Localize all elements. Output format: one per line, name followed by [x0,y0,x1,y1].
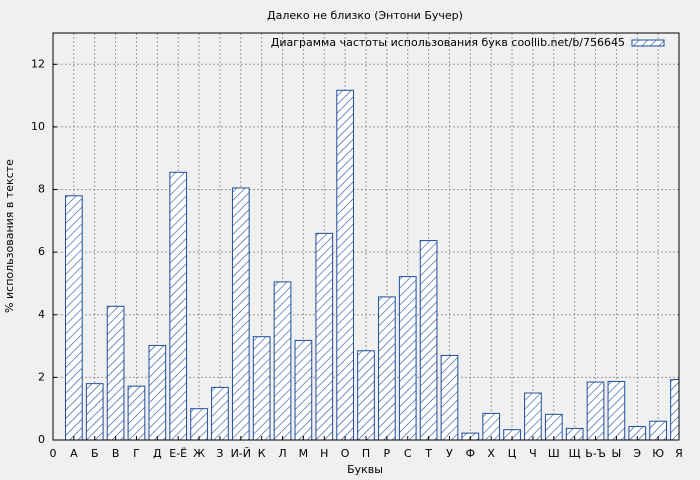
x-tick-label: В [112,447,120,460]
x-tick-label: Е-Ё [169,447,187,460]
x-tick-label: Л [278,447,286,460]
x-axis-label: Буквы [347,463,383,476]
x-tick-label: П [362,447,370,460]
bar [419,240,438,440]
x-tick-label: У [446,447,453,460]
bar [315,232,334,440]
x-tick-label: Э [633,447,641,460]
y-axis-label: % использования в тексте [3,159,16,313]
bar [607,380,626,440]
bar [127,385,146,440]
bar [252,336,271,440]
bar [398,276,417,440]
legend-swatch [631,39,665,47]
bar [231,187,250,440]
bar [440,354,459,440]
bar [273,281,292,440]
x-tick-label: Ф [466,447,475,460]
bar [378,296,396,440]
bar [524,392,542,440]
x-tick-label: Ы [612,447,622,460]
x-tick-label: А [70,447,78,460]
y-tick-label: 8 [38,183,45,196]
x-tick-label: Р [384,447,391,460]
bar [565,427,584,440]
x-tick-label: Ж [193,447,205,460]
x-tick-label: Д [153,447,162,460]
y-tick-label: 12 [31,57,45,70]
x-tick-label: Ш [548,447,560,460]
y-tick-label: 2 [38,370,45,383]
x-tick-label: 0 [50,447,57,460]
bar [169,171,188,440]
bar [294,339,313,440]
bar [190,408,208,440]
bar [649,420,667,440]
x-tick-label: Ц [508,447,517,460]
x-tick-label: Х [487,447,495,460]
chart-title: Далеко не близко (Энтони Бучер) [267,9,463,22]
y-tick-label: 0 [38,433,45,446]
x-tick-label: Б [91,447,99,460]
x-tick-label: Ч [529,447,537,460]
bar [357,350,375,440]
bar [336,89,354,440]
x-tick-label: К [258,447,266,460]
x-tick-label: Т [424,447,432,460]
bar [211,386,229,440]
bar [544,413,563,440]
y-tick-label: 4 [38,308,45,321]
x-tick-label: И-Й [231,447,251,460]
x-tick-label: Ю [652,447,664,460]
bar [586,381,605,440]
bar [106,305,125,440]
x-tick-label: Ь-Ъ [585,447,606,460]
bar [65,195,83,440]
x-tick-label: З [216,447,223,460]
x-tick-label: Г [133,447,140,460]
y-tick-label: 10 [31,120,45,133]
x-tick-label: Щ [569,447,581,460]
x-tick-label: М [299,447,309,460]
bar [148,344,167,440]
x-tick-label: О [341,447,350,460]
x-tick-label: Я [675,447,683,460]
legend-label: Диаграмма частоты использования букв coo… [271,36,625,49]
y-tick-label: 6 [38,245,45,258]
bar [85,383,104,440]
x-tick-label: С [404,447,412,460]
x-tick-label: Н [320,447,328,460]
plot-area [53,33,679,440]
